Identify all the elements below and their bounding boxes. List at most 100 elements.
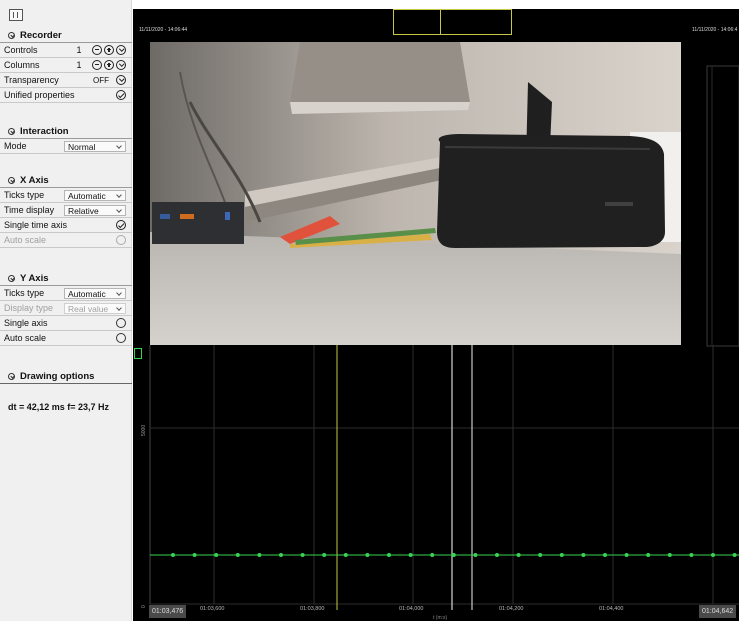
- y-axis-title: Y Axis: [20, 273, 49, 284]
- signal-point: [667, 553, 672, 557]
- transparency-dropdown-icon[interactable]: [116, 75, 126, 85]
- signal-point: [689, 553, 694, 557]
- mode-row: Mode Normal: [0, 139, 132, 154]
- video-frame[interactable]: [150, 42, 681, 345]
- drawing-options-header[interactable]: Drawing options: [0, 370, 132, 384]
- x-axis-section: X Axis Ticks type Automatic Time display…: [0, 174, 132, 248]
- x-tick-label: 01:03,600: [200, 606, 225, 612]
- columns-plus-icon[interactable]: [104, 60, 114, 70]
- video-frame-marker[interactable]: [440, 9, 512, 35]
- y-axis-section: Y Axis Ticks type Automatic Display type…: [0, 272, 132, 346]
- x-axis-unit: t (m:s): [433, 615, 448, 621]
- transparency-value: OFF: [93, 75, 109, 85]
- properties-panel: Recorder Controls 1 Columns 1 Transparen…: [0, 0, 132, 621]
- single-time-axis-row: Single time axis: [0, 218, 132, 233]
- unified-properties-row: Unified properties: [0, 88, 132, 103]
- timestamp-right: 11/11/2020 - 14:06:4: [692, 27, 738, 33]
- x-tick-label: 01:04,200: [499, 606, 524, 612]
- controls-minus-icon[interactable]: [92, 45, 102, 55]
- x-auto-scale-radio: [116, 235, 126, 245]
- single-axis-row: Single axis: [0, 316, 132, 331]
- x-ticks-type-label: Ticks type: [4, 190, 45, 200]
- signal-point: [495, 553, 499, 557]
- columns-value: 1: [76, 60, 82, 70]
- drawing-options-title: Drawing options: [20, 371, 95, 382]
- signal-point: [711, 553, 715, 557]
- time-display-label: Time display: [4, 205, 55, 215]
- signal-plot[interactable]: [133, 0, 739, 621]
- display-type-select: Real value: [64, 303, 126, 314]
- unified-properties-label: Unified properties: [4, 90, 75, 100]
- interaction-section: Interaction Mode Normal: [0, 125, 132, 154]
- controls-dropdown-icon[interactable]: [116, 45, 126, 55]
- signal-point: [343, 553, 348, 557]
- timestamp-left: 11/11/2020 - 14:06:44: [139, 27, 188, 33]
- x-auto-scale-row: Auto scale: [0, 233, 132, 248]
- x-ticks-type-select[interactable]: Automatic: [64, 190, 126, 201]
- signal-point: [646, 553, 651, 557]
- workspace: 11/11/2020 - 14:06:44 11/11/2020 - 14:06…: [133, 0, 739, 621]
- y-axis-header[interactable]: Y Axis: [0, 272, 132, 286]
- x-tick-label: 01:04,400: [599, 606, 624, 612]
- recorder-title: Recorder: [20, 30, 62, 41]
- single-time-axis-label: Single time axis: [4, 220, 68, 230]
- interaction-header[interactable]: Interaction: [0, 125, 132, 139]
- controls-value: 1: [76, 45, 82, 55]
- collapse-icon: [8, 177, 15, 184]
- signal-point: [214, 553, 219, 557]
- x-tick-label: 01:03,800: [300, 606, 325, 612]
- controls-label: Controls: [4, 45, 38, 55]
- signal-point: [603, 553, 607, 557]
- y-ticks-type-select[interactable]: Automatic: [64, 288, 126, 299]
- signal-point: [322, 553, 327, 557]
- panel-toggle-icon[interactable]: [9, 9, 23, 21]
- collapse-icon: [8, 32, 15, 39]
- x-axis-header[interactable]: X Axis: [0, 174, 132, 188]
- transparency-row: Transparency OFF: [0, 73, 132, 88]
- display-type-label: Display type: [4, 303, 54, 313]
- signal-point: [365, 553, 370, 557]
- controls-plus-icon[interactable]: [104, 45, 114, 55]
- recorder-header[interactable]: Recorder: [0, 29, 132, 43]
- unified-properties-checkbox[interactable]: [116, 90, 126, 100]
- y-auto-scale-row: Auto scale: [0, 331, 132, 346]
- columns-row: Columns 1: [0, 58, 132, 73]
- y-ticks-type-label: Ticks type: [4, 288, 45, 298]
- single-axis-label: Single axis: [4, 318, 48, 328]
- collapse-icon: [8, 373, 15, 380]
- signal-point: [451, 553, 456, 557]
- time-display-select[interactable]: Relative: [64, 205, 126, 216]
- background-frames: [706, 65, 739, 347]
- columns-label: Columns: [4, 60, 40, 70]
- x-auto-scale-label: Auto scale: [4, 235, 47, 245]
- y-ticks-type-row: Ticks type Automatic: [0, 286, 132, 301]
- transparency-label: Transparency: [4, 75, 59, 85]
- sampling-info: dt = 42,12 ms f= 23,7 Hz: [8, 402, 110, 412]
- x-range-end: 01:04,642: [699, 605, 737, 618]
- mode-select[interactable]: Normal: [64, 141, 126, 152]
- signal-point: [430, 553, 435, 557]
- single-time-axis-checkbox[interactable]: [116, 220, 126, 230]
- single-axis-radio[interactable]: [116, 318, 126, 328]
- series-color-indicator[interactable]: [134, 348, 142, 359]
- signal-point: [300, 553, 305, 557]
- display-type-row: Display type Real value: [0, 301, 132, 316]
- columns-minus-icon[interactable]: [92, 60, 102, 70]
- signal-point: [387, 553, 391, 557]
- signal-point: [257, 553, 262, 557]
- recorder-section: Recorder Controls 1 Columns 1 Transparen…: [0, 29, 132, 103]
- x-tick-label: 01:04,000: [399, 606, 424, 612]
- signal-point: [408, 553, 413, 557]
- x-range-start: 01:03,476: [149, 605, 187, 618]
- signal-point: [732, 553, 737, 557]
- y-auto-scale-radio[interactable]: [116, 333, 126, 343]
- x-axis-title: X Axis: [20, 175, 49, 186]
- signal-point: [624, 553, 629, 557]
- signal-point: [559, 553, 564, 557]
- interaction-title: Interaction: [20, 126, 69, 137]
- time-display-row: Time display Relative: [0, 203, 132, 218]
- controls-row: Controls 1: [0, 43, 132, 58]
- columns-dropdown-icon[interactable]: [116, 60, 126, 70]
- mode-label: Mode: [4, 141, 27, 151]
- top-strip: [133, 0, 739, 9]
